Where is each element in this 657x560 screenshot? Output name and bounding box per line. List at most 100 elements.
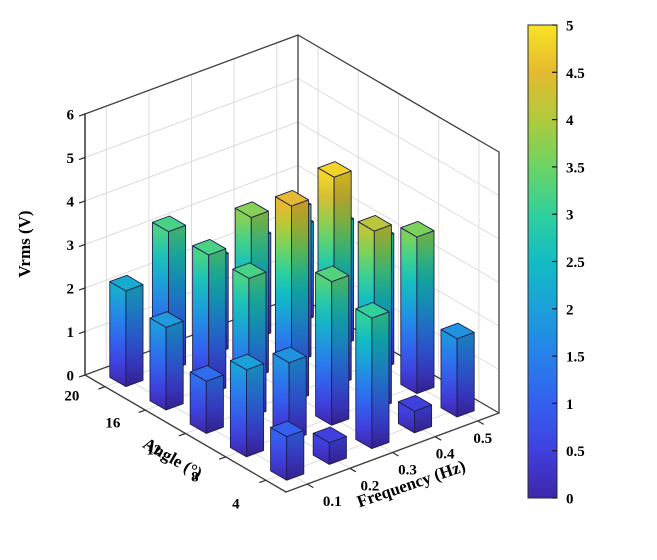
colorbar-tick-label: 1.5 xyxy=(566,350,585,366)
colorbar-tick-label: 0 xyxy=(566,492,574,508)
frequency-tick xyxy=(434,436,442,441)
z-tick-label: 6 xyxy=(67,108,75,124)
frequency-tick xyxy=(349,467,357,473)
z-tick xyxy=(78,374,86,378)
bar-face-left xyxy=(400,227,418,395)
colorbar-tick-label: 1 xyxy=(566,397,574,413)
bar-face-left xyxy=(109,281,127,388)
bar-face-top xyxy=(357,214,392,232)
z-tick-label: 2 xyxy=(67,282,75,298)
bar-face-top xyxy=(270,420,305,438)
angle-tick-label: 8 xyxy=(191,469,199,485)
bar-face-top xyxy=(232,262,267,279)
bar-face-right xyxy=(286,429,305,481)
angle-tick-label: 20 xyxy=(64,388,79,404)
frequency-tick-label: 0.1 xyxy=(323,494,342,510)
box-edge xyxy=(297,34,500,153)
bar-a4-f0.2 xyxy=(312,426,347,465)
bar-face-left xyxy=(189,371,207,434)
bar-a20-f0.1 xyxy=(109,274,144,388)
bar-face-top xyxy=(189,365,224,382)
colorbar-tick-label: 3 xyxy=(566,208,574,224)
angle-tick xyxy=(218,456,226,460)
bar-face-right xyxy=(416,230,435,395)
frequency-tick-label: 0.3 xyxy=(398,463,417,479)
angle-tick-label: 16 xyxy=(105,415,121,431)
bar-face-right xyxy=(371,311,390,450)
z-tick xyxy=(78,113,86,117)
bar-face-top xyxy=(274,189,310,207)
bar-a4-f0.3 xyxy=(355,302,390,450)
bar-a8-f0.2 xyxy=(272,346,307,442)
bar-face-left xyxy=(315,271,333,426)
frequency-tick xyxy=(306,483,314,489)
z-tick xyxy=(78,243,86,248)
angle-tick-label: 12 xyxy=(146,442,161,458)
bar-face-top xyxy=(355,302,390,319)
bar-face-right xyxy=(246,363,265,458)
bar-face-left xyxy=(440,328,458,418)
frequency-tick-label: 0.4 xyxy=(436,447,455,463)
frequency-tick xyxy=(477,420,485,425)
bar-a16-f0.2 xyxy=(192,238,227,395)
box-edge xyxy=(84,34,299,115)
bar-face-left xyxy=(229,360,247,458)
colorbar: 0 0.5 1 1.5 2 2.5 3 3.5 4 4.5 5 xyxy=(527,19,585,508)
colorbar-tick-label: 5 xyxy=(566,19,574,35)
colorbar-tick-label: 4 xyxy=(566,113,574,129)
z-axis-label: Vrms (V) xyxy=(15,210,34,277)
angle-tick xyxy=(178,432,186,437)
bar-face-left xyxy=(355,308,373,450)
z-tick-label: 5 xyxy=(67,151,75,167)
bar-a8-f0.5 xyxy=(400,220,435,395)
bar-face-top xyxy=(109,274,144,292)
bars-group xyxy=(109,161,475,481)
bar-face-top xyxy=(397,394,433,412)
colorbar-tick-label: 3.5 xyxy=(566,160,585,176)
angle-tick xyxy=(138,409,146,413)
bar-face-top xyxy=(315,265,350,283)
bar-face-top xyxy=(317,161,352,178)
z-tick xyxy=(78,330,86,335)
bar-face-top xyxy=(400,220,435,238)
angle-tick xyxy=(259,479,267,484)
bar-a8-f0.1 xyxy=(229,353,265,458)
z-tick xyxy=(78,156,86,161)
bar-face-top xyxy=(272,346,307,364)
bar-face-right xyxy=(165,320,184,411)
bar-face-top xyxy=(151,215,187,233)
angle-tick-label: 4 xyxy=(232,496,240,512)
frequency-tick-label: 0.5 xyxy=(473,431,492,447)
bar-a12-f0.1 xyxy=(189,365,224,434)
bar-face-left xyxy=(149,317,167,411)
frequency-tick xyxy=(392,451,399,457)
colorbar-tick-label: 0.5 xyxy=(566,444,585,460)
bar-face-right xyxy=(456,331,475,418)
z-tick-label: 4 xyxy=(67,195,75,211)
bar-a8-f0.3 xyxy=(315,265,350,426)
bar-face-top xyxy=(234,201,269,218)
bar-a4-f0.4 xyxy=(397,394,433,434)
bar-face-right xyxy=(331,274,350,426)
z-tick-label: 3 xyxy=(67,238,75,254)
z-tick-label: 0 xyxy=(67,369,75,385)
z-tick-label: 1 xyxy=(67,325,75,341)
frequency-tick-label: 0.2 xyxy=(361,478,380,494)
colorbar-tick-label: 2 xyxy=(566,302,574,318)
bar-face-right xyxy=(125,284,144,388)
bar-face-top xyxy=(229,353,265,371)
bar-a16-f0.1 xyxy=(149,311,184,411)
z-tick xyxy=(78,200,86,204)
colorbar-tick-label: 2.5 xyxy=(566,255,585,271)
bar-face-top xyxy=(192,238,227,256)
angle-tick xyxy=(98,386,106,390)
bar-a4-f0.5 xyxy=(440,322,475,418)
z-tick xyxy=(78,287,86,291)
colorbar-tick-label: 4.5 xyxy=(566,66,585,82)
bar-face-right xyxy=(205,374,224,434)
bar-face-top xyxy=(312,426,347,444)
bar-face-top xyxy=(149,311,184,328)
bar-a4-f0.1 xyxy=(270,420,305,481)
